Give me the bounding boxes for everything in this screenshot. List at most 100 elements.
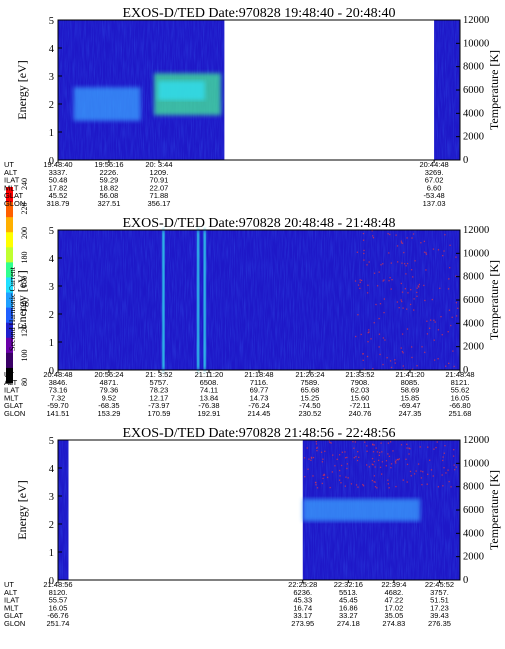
y2-tick-label: 8000 <box>463 482 484 493</box>
orbit-value: 141.51 <box>47 409 70 418</box>
speckle <box>457 307 459 309</box>
y-tick-label: 3 <box>49 72 54 83</box>
speckle <box>375 303 377 306</box>
orbit-value: 327.51 <box>97 199 120 208</box>
speckle <box>401 242 404 244</box>
orbit-value: 70.91 <box>150 176 169 185</box>
y-tick-label: 1 <box>49 128 54 139</box>
speckle <box>355 335 357 338</box>
speckle <box>367 341 369 343</box>
orbit-value: -69.47 <box>399 401 420 410</box>
speckle <box>344 457 347 459</box>
vertical-streak <box>203 230 207 370</box>
speckle <box>372 444 374 446</box>
orbit-row-label: GLAT <box>4 191 23 200</box>
speckle <box>426 320 428 322</box>
speckle <box>312 475 314 477</box>
speckle <box>453 449 455 451</box>
speckle <box>396 458 399 461</box>
speckle <box>449 244 451 246</box>
speckle <box>383 298 386 300</box>
speckle <box>401 350 404 353</box>
speckle <box>366 264 368 266</box>
speckle <box>360 333 362 336</box>
orbit-value: 2226. <box>100 168 119 177</box>
speckle <box>353 457 355 459</box>
speckle <box>310 456 313 459</box>
orbit-value: 6.60 <box>427 183 442 192</box>
orbit-value: 16.05 <box>451 393 470 402</box>
orbit-value: 33.17 <box>293 611 312 620</box>
speckle <box>402 365 404 367</box>
orbit-value: 214.45 <box>248 409 271 418</box>
speckle <box>452 455 455 457</box>
speckle <box>388 280 390 282</box>
speckle <box>371 457 374 460</box>
chart-title: EXOS-D/TED Date:970828 21:48:56 - 22:48:… <box>123 426 396 441</box>
speckle <box>401 291 404 293</box>
speckle <box>395 485 397 488</box>
orbit-row-label: MLT <box>4 183 19 192</box>
speckle <box>387 233 389 235</box>
colorbar-tick-label: 220 <box>20 203 29 215</box>
speckle <box>381 473 383 475</box>
speckle <box>392 450 394 452</box>
speckle <box>417 286 420 288</box>
speckle <box>450 486 452 488</box>
speckle <box>379 353 381 356</box>
orbit-value: 137.03 <box>423 199 446 208</box>
speckle <box>433 319 435 321</box>
speckle <box>405 265 407 267</box>
speckle <box>448 309 451 311</box>
colorbar-tick-label: 80 <box>20 378 29 386</box>
speckle <box>340 464 343 467</box>
speckle <box>321 461 324 463</box>
speckle <box>315 443 318 445</box>
speckle <box>443 250 445 252</box>
orbit-value: 3846. <box>49 378 68 387</box>
orbit-value: 69.77 <box>250 386 269 395</box>
speckle <box>428 327 431 329</box>
speckle <box>368 261 370 263</box>
speckle <box>412 233 415 235</box>
speckle <box>427 446 429 448</box>
speckle <box>357 451 359 453</box>
speckle <box>326 476 329 479</box>
speckle <box>355 455 357 458</box>
speckle <box>406 443 408 445</box>
y2-tick-label: 6000 <box>463 85 484 96</box>
curved-band-core <box>158 81 205 101</box>
speckle <box>434 321 436 323</box>
speckle <box>404 288 407 290</box>
speckle <box>453 464 455 466</box>
orbit-value: 1209. <box>150 168 169 177</box>
orbit-row-label: MLT <box>4 603 19 612</box>
enhanced-band <box>73 87 141 121</box>
y2-tick-label: 2000 <box>463 132 484 143</box>
speckle <box>430 469 433 471</box>
colorbar-segment <box>6 292 13 309</box>
speckle <box>426 483 428 485</box>
speckle <box>417 463 420 465</box>
speckle <box>403 368 405 370</box>
y2-tick-label: 4000 <box>463 108 484 119</box>
speckle <box>323 473 325 476</box>
speckle <box>357 314 359 316</box>
speckle <box>324 450 326 452</box>
speckle <box>455 275 457 277</box>
orbit-value: 15.85 <box>401 393 420 402</box>
orbit-value: 59.29 <box>100 176 119 185</box>
speckle <box>444 234 446 236</box>
y-tick-label: 4 <box>49 254 55 265</box>
speckle <box>372 464 374 466</box>
speckle <box>400 347 402 349</box>
data-texture <box>58 230 460 370</box>
speckle <box>316 487 319 489</box>
orbit-value: 16.05 <box>49 603 68 612</box>
speckle <box>452 350 454 352</box>
orbit-value: 35.05 <box>385 611 404 620</box>
y-tick-label: 5 <box>49 226 54 237</box>
speckle <box>390 288 392 290</box>
orbit-value: 21:11:20 <box>195 370 224 379</box>
orbit-value: 21:41:20 <box>395 370 424 379</box>
